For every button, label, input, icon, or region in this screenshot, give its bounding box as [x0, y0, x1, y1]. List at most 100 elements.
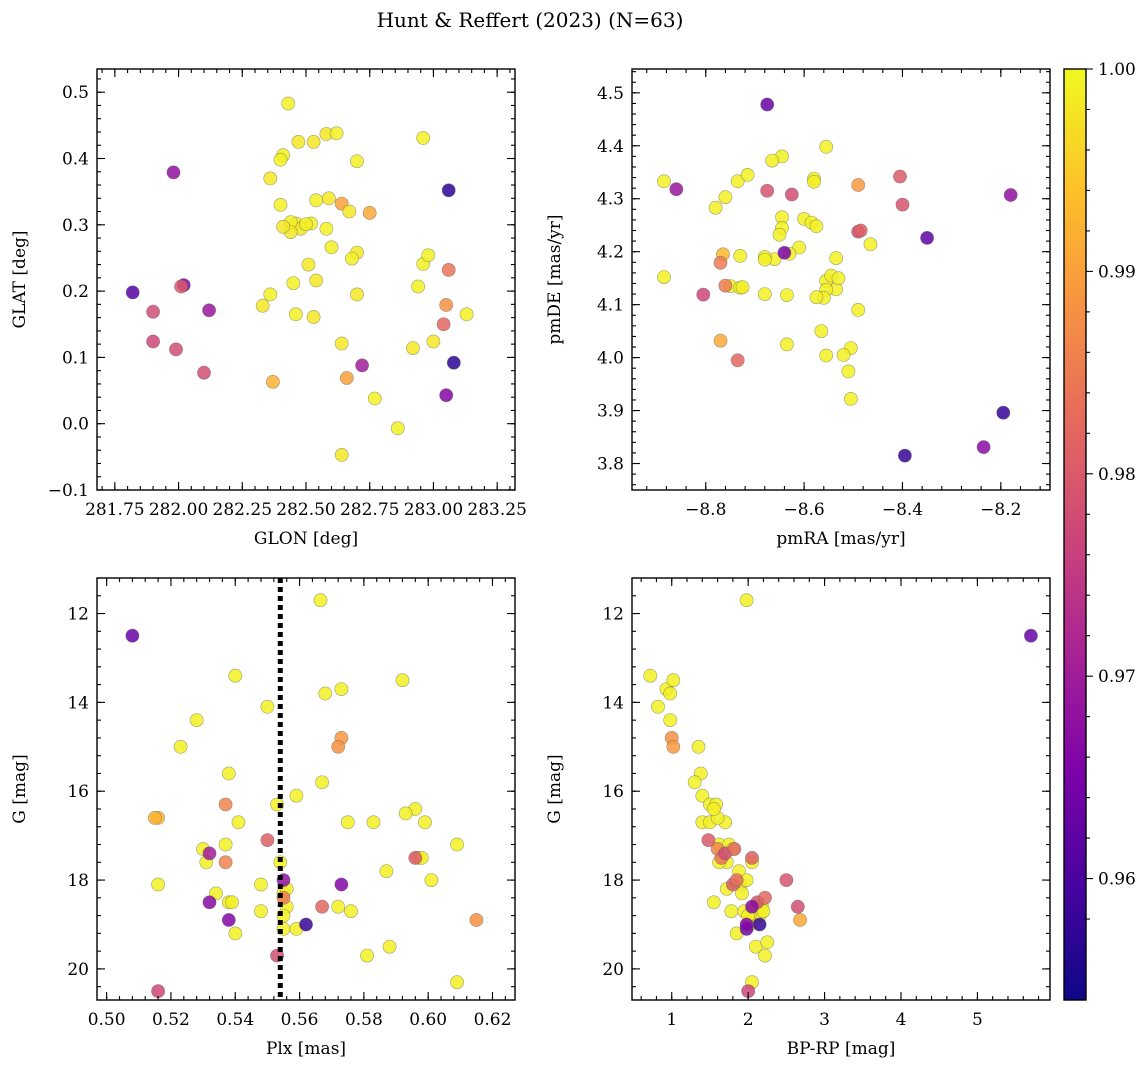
x-tick-label: 282.75 — [340, 500, 399, 520]
data-point — [331, 739, 346, 754]
scatter-points — [643, 593, 1038, 998]
data-point — [334, 682, 349, 696]
data-point — [760, 935, 775, 950]
data-point — [809, 290, 824, 305]
data-point — [439, 388, 454, 403]
x-tick-label: 281.75 — [85, 500, 144, 520]
data-point — [398, 806, 413, 821]
data-point — [273, 197, 288, 212]
data-point — [831, 271, 846, 286]
data-point — [408, 851, 423, 865]
y-tick-label: 12 — [602, 605, 624, 625]
data-point — [898, 448, 912, 463]
x-axis-label: pmRA [mas/yr] — [776, 529, 905, 549]
data-point — [819, 348, 834, 363]
data-point — [367, 391, 382, 406]
data-point — [151, 984, 165, 998]
panel-glat-vs-glon: 281.75 282.00 282.25 282.50 282.75 283.00 283.… — [10, 68, 527, 549]
data-point — [362, 205, 377, 220]
data-point — [718, 190, 733, 205]
data-point — [469, 913, 484, 927]
data-point — [863, 237, 878, 252]
x-tick-label: 5 — [972, 1010, 983, 1030]
data-point — [757, 252, 772, 267]
data-point — [701, 833, 716, 847]
x-tick-label: 283.00 — [404, 500, 463, 520]
data-point — [366, 815, 381, 830]
data-point — [691, 739, 706, 754]
data-point — [382, 939, 397, 954]
x-tick-label: 283.25 — [467, 500, 526, 520]
y-axis-label: pmDE [mas/yr] — [545, 214, 565, 344]
data-point — [814, 324, 829, 338]
data-point — [329, 126, 344, 141]
data-point — [289, 788, 304, 803]
data-point — [739, 917, 754, 932]
colorbar-tick-label: 0.97 — [1098, 667, 1136, 687]
scatter-points — [125, 96, 474, 462]
colorbar-tick-label: 1.00 — [1098, 60, 1136, 80]
data-point — [752, 917, 767, 932]
data-point — [780, 337, 794, 352]
data-point — [459, 307, 474, 322]
data-point — [446, 355, 461, 370]
y-tick-label: 4.2 — [597, 243, 624, 263]
figure-title: Hunt & Reffert (2023) (N=63) — [377, 8, 684, 32]
data-point — [291, 134, 306, 149]
data-point — [281, 96, 296, 111]
data-point — [146, 334, 160, 349]
data-point — [286, 276, 301, 290]
data-point — [202, 303, 216, 318]
data-point — [695, 788, 710, 803]
x-tick-label: 282.25 — [213, 500, 272, 520]
data-point — [757, 287, 772, 301]
x-tick-label: −8.6 — [783, 500, 824, 520]
data-point — [790, 899, 805, 914]
data-point — [792, 240, 807, 255]
data-point — [713, 333, 728, 348]
data-point — [765, 153, 780, 168]
data-point — [344, 251, 359, 266]
data-point — [853, 223, 868, 238]
x-tick-label: 1 — [666, 1010, 677, 1030]
y-tick-label: 20 — [602, 960, 624, 980]
data-point — [758, 890, 772, 905]
scatter-points — [657, 97, 1018, 463]
data-point — [255, 298, 270, 313]
y-tick-label: 0.2 — [62, 282, 89, 302]
data-point — [313, 593, 328, 608]
y-tick-label: 18 — [67, 871, 89, 891]
axis-ticks — [632, 69, 1050, 490]
x-tick-label: 4 — [896, 1010, 907, 1030]
data-point — [760, 97, 775, 112]
data-point — [174, 279, 188, 294]
data-point — [708, 200, 723, 215]
data-point — [779, 873, 794, 887]
x-tick-label: −8.2 — [980, 500, 1021, 520]
data-point — [735, 280, 750, 295]
x-tick-label: 282.00 — [149, 500, 208, 520]
data-point — [334, 336, 349, 351]
data-point — [436, 317, 451, 332]
data-point — [411, 279, 425, 294]
data-point — [315, 899, 329, 914]
data-point — [416, 131, 431, 145]
y-tick-label: 14 — [602, 693, 624, 713]
data-point — [836, 348, 851, 362]
y-tick-label: 20 — [67, 960, 89, 980]
data-point — [663, 713, 678, 727]
x-tick-label: 0.60 — [409, 1010, 447, 1030]
data-point — [687, 775, 702, 790]
y-tick-label: 3.8 — [597, 455, 624, 475]
x-tick-label: 0.54 — [216, 1010, 254, 1030]
data-point — [727, 842, 742, 856]
data-point — [231, 815, 246, 830]
axes-frame — [631, 577, 1051, 1001]
data-point — [426, 334, 441, 349]
data-point — [651, 699, 665, 714]
data-point — [254, 904, 268, 919]
data-point — [669, 182, 684, 197]
data-point — [173, 739, 188, 754]
data-point — [851, 178, 866, 192]
data-point — [125, 628, 140, 643]
